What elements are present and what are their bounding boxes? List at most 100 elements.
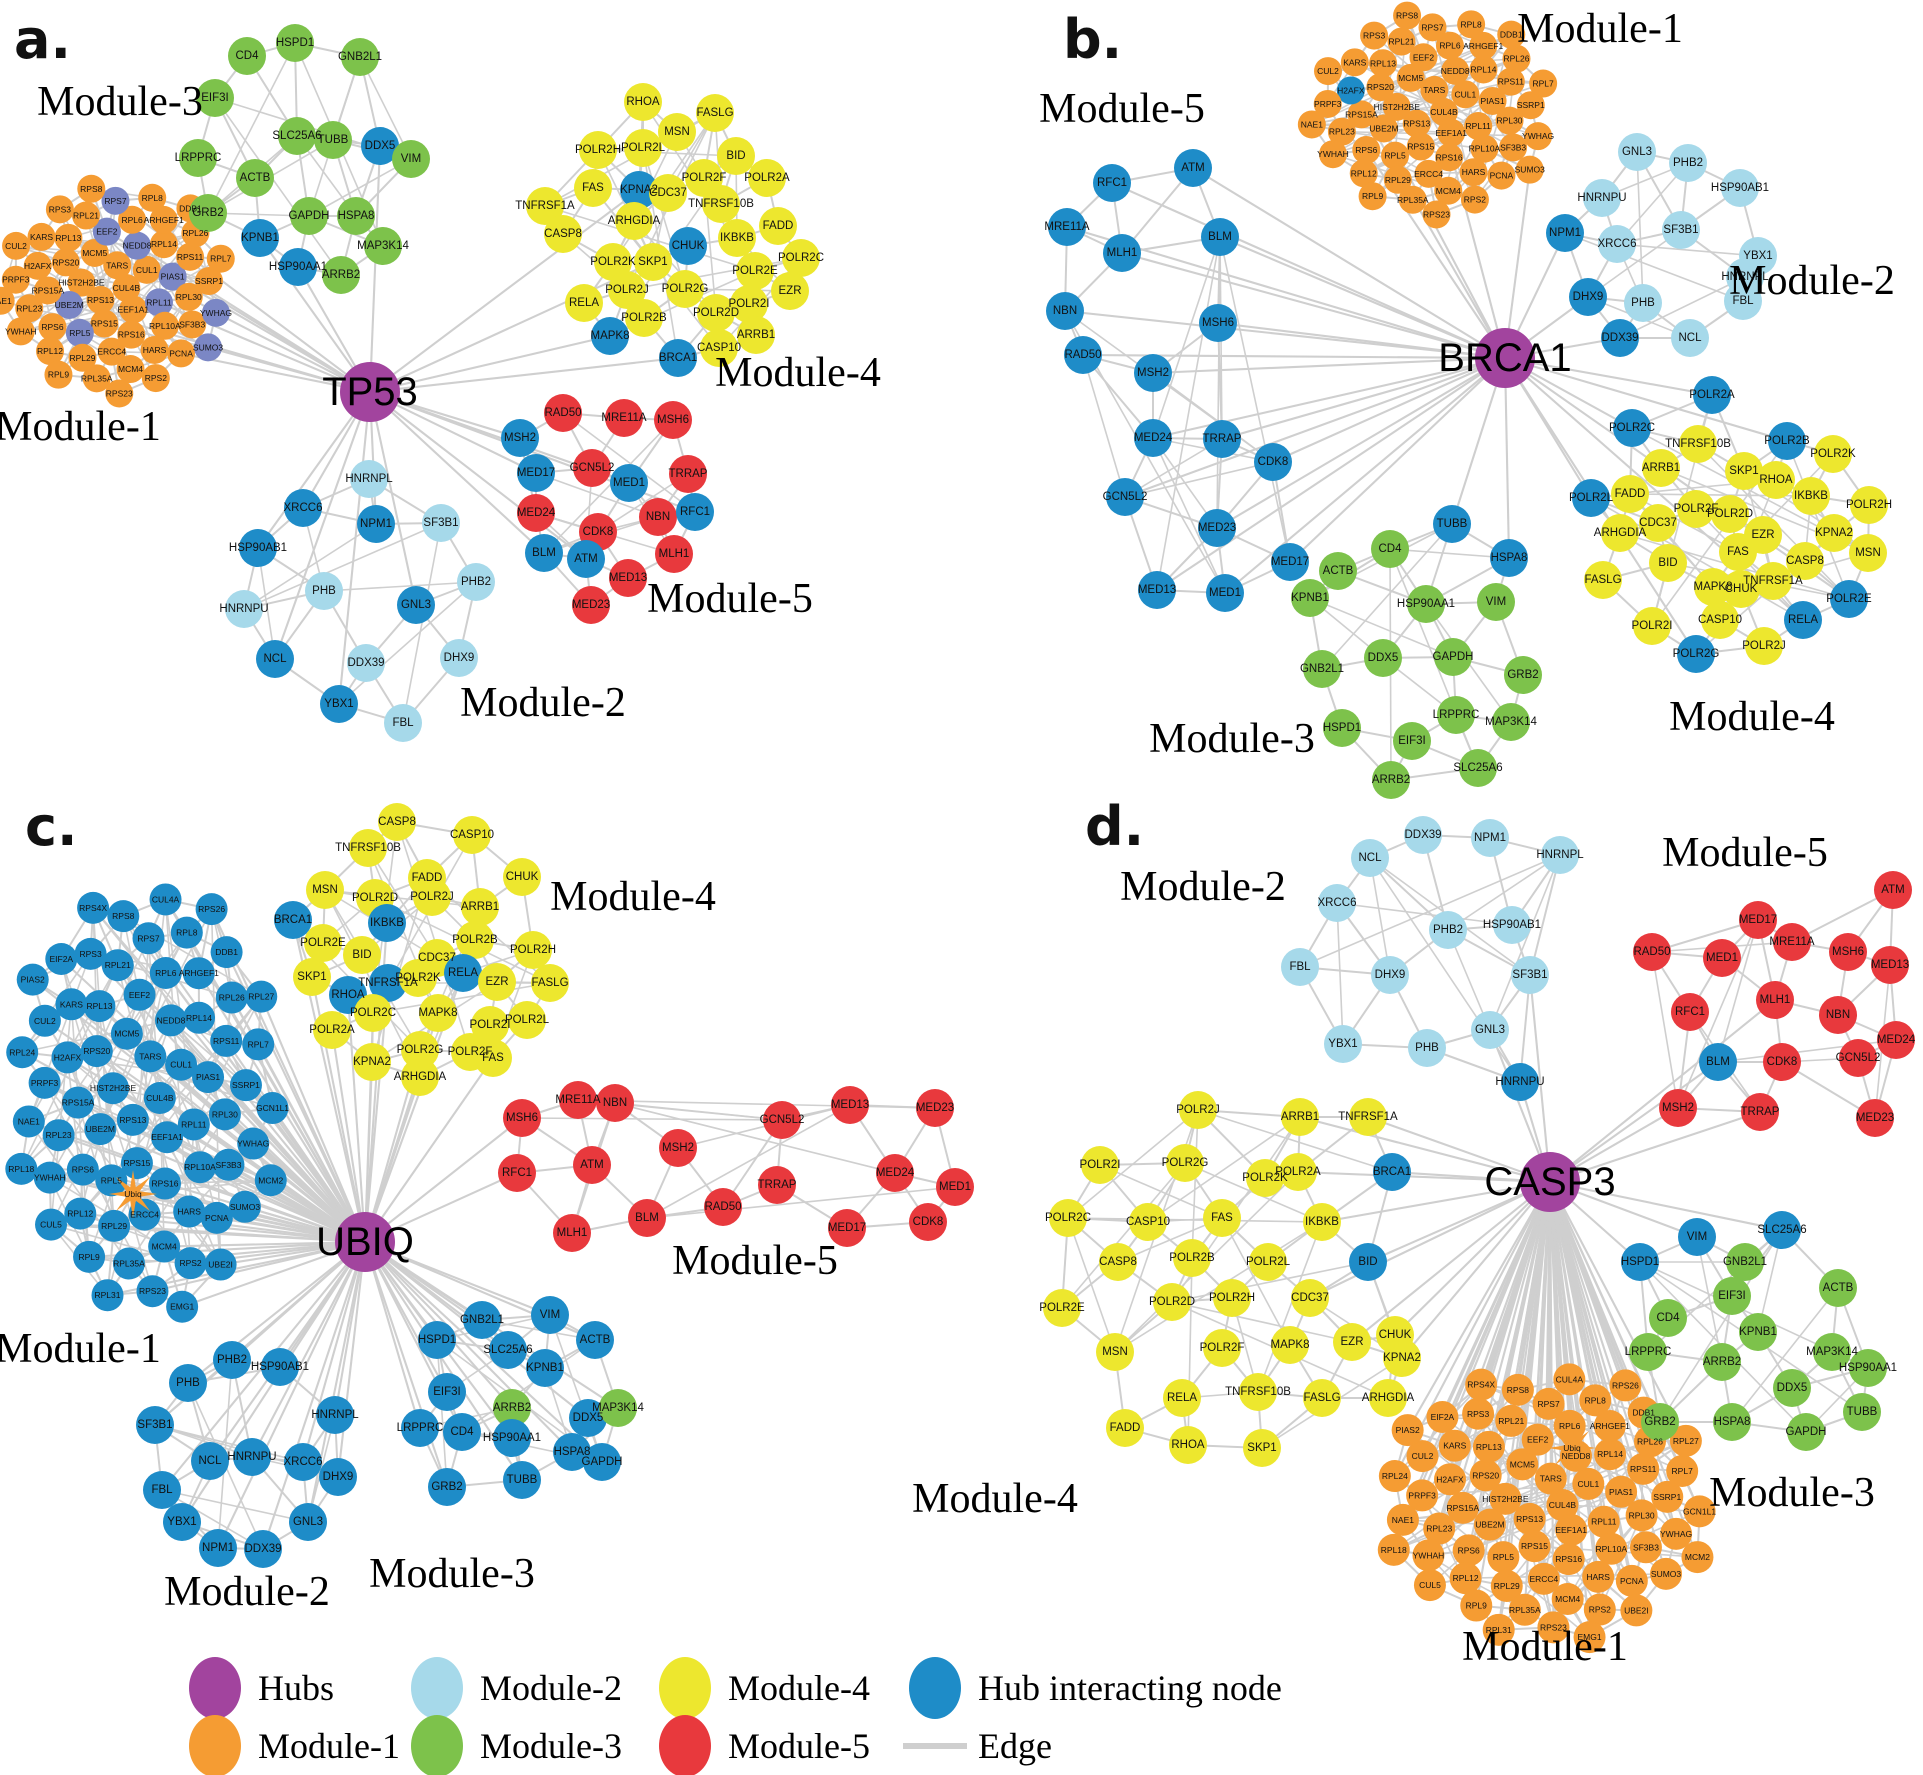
edge [1336, 902, 1513, 926]
gene-label: RPL14 [1470, 64, 1496, 74]
gene-node [1551, 1583, 1584, 1616]
gene-node [1601, 319, 1639, 357]
gene-label: RPL7 [210, 254, 232, 264]
gene-node [120, 1147, 153, 1180]
edge [1082, 354, 1126, 498]
gene-label: UBE2M [1369, 123, 1398, 133]
gene-label: POLR2K [590, 256, 636, 268]
gene-label: MCM5 [1510, 1459, 1535, 1469]
hub-edge [217, 1241, 366, 1549]
gene-node [73, 1240, 106, 1273]
hub-edge [1064, 309, 1506, 360]
gene-node [1711, 495, 1749, 533]
gene-label: RPL26 [1503, 54, 1529, 64]
gene-node [213, 1341, 251, 1379]
gene-label: RPS13 [87, 295, 114, 305]
gene-label: GNL3 [293, 1516, 323, 1528]
gene-node [1874, 871, 1912, 909]
gene-label: TNFRSF10B [335, 842, 401, 854]
gene-node [1472, 1430, 1505, 1463]
gene-node [195, 893, 228, 926]
gene-node [107, 900, 140, 933]
gene-label: XRCC6 [284, 502, 323, 514]
gene-label: HSPD1 [276, 37, 314, 49]
gene-node [35, 1208, 68, 1241]
gene-label: CUL4B [146, 1093, 174, 1103]
gene-node [290, 197, 328, 235]
gene-node [1340, 48, 1369, 77]
gene-label: HSP90AB1 [251, 1361, 309, 1373]
gene-node [1408, 1029, 1446, 1067]
gene-label: EEF2 [1527, 1435, 1549, 1445]
gene-label: RPL13 [86, 1001, 112, 1011]
gene-node [399, 959, 437, 997]
gene-node [1745, 627, 1783, 665]
gene-node [1773, 1369, 1811, 1407]
gene-label: POLR2A [744, 172, 790, 184]
gene-label: MAPK8 [1694, 581, 1733, 593]
gene-node [1391, 1414, 1424, 1447]
gene-node [166, 1290, 199, 1323]
gene-label: GNB2L1 [1300, 663, 1344, 675]
gene-label: RPL11 [146, 297, 172, 307]
gene-label: RPL12 [67, 1209, 93, 1219]
gene-label: RPL14 [1597, 1449, 1623, 1459]
gene-node [1451, 80, 1480, 109]
gene-node [1462, 1397, 1495, 1430]
hub-edge [369, 391, 545, 554]
gene-label: MED23 [1198, 522, 1236, 534]
gene-label: DDX5 [365, 140, 396, 152]
legend-label: Module-5 [728, 1726, 870, 1766]
edge [1775, 479, 1869, 554]
gene-node [349, 829, 387, 867]
edge [1197, 1109, 1393, 1173]
gene-node [1134, 354, 1172, 392]
gene-node [1722, 570, 1760, 608]
gene-label: RPL23 [1329, 127, 1355, 137]
gene-label: KPNB1 [241, 232, 279, 244]
gene-node [101, 949, 134, 982]
gene-label: POLR2H [1846, 499, 1892, 511]
gene-label: ACTB [240, 172, 271, 184]
gene-node [457, 563, 495, 601]
gene-node [163, 1503, 201, 1541]
gene-node [1784, 601, 1822, 639]
gene-label: VIM [1687, 1231, 1707, 1243]
gene-label: GAPDH [582, 1456, 623, 1468]
gene-node [1662, 211, 1700, 249]
gene-node [1593, 1409, 1626, 1442]
gene-label: FBL [1289, 961, 1311, 973]
gene-label: RPS7 [137, 933, 159, 943]
hub-edge [369, 391, 537, 474]
gene-node [1323, 709, 1361, 747]
gene-label: HSP90AA1 [1839, 1362, 1897, 1374]
gene-label: RPL5 [69, 328, 91, 338]
gene-node [1502, 44, 1531, 73]
gene-node [174, 282, 203, 311]
hub-edge [364, 1241, 573, 1453]
gene-node [1378, 1460, 1411, 1493]
gene-label: CUL4B [113, 283, 141, 293]
gene-node [384, 704, 422, 742]
gene-label: RPS15A [1447, 1503, 1480, 1513]
gene-node [6, 1036, 39, 1069]
gene-label: RPL8 [1585, 1395, 1607, 1405]
gene-node [201, 298, 230, 327]
edge [1489, 854, 1561, 1031]
gene-label: RPS3 [1363, 31, 1385, 41]
gene-node [572, 586, 610, 624]
gene-node [191, 1442, 229, 1480]
edge [614, 1102, 896, 1174]
gene-label: FAS [582, 182, 604, 194]
edge [1447, 854, 1561, 931]
gene-label: TNFRSF1A [515, 200, 575, 212]
gene-node [1406, 132, 1435, 161]
gene-label: MED13 [609, 572, 647, 584]
gene-node [1383, 165, 1412, 194]
edge [436, 1339, 448, 1488]
gene-label: GRB2 [192, 207, 223, 219]
gene-label: CDK8 [1258, 456, 1289, 468]
gene-node [1763, 1211, 1801, 1249]
gene-node [531, 964, 569, 1002]
gene-label: RPL29 [101, 1221, 127, 1231]
